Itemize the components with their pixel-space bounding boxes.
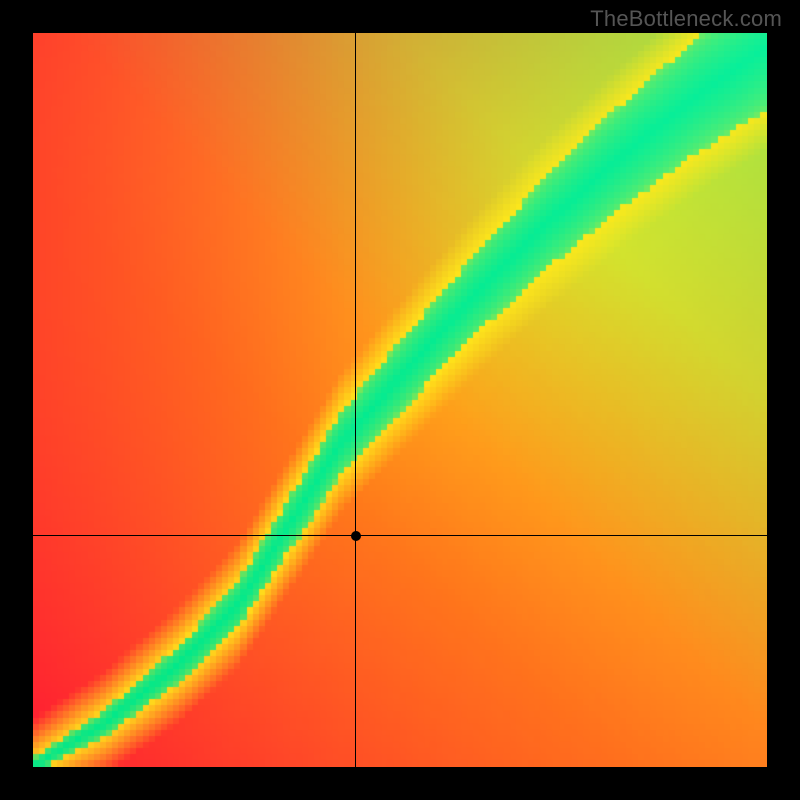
chart-container: TheBottleneck.com [0, 0, 800, 800]
heatmap-canvas [33, 33, 767, 767]
crosshair-horizontal [33, 535, 767, 536]
plot-area [33, 33, 767, 767]
crosshair-vertical [355, 33, 356, 767]
crosshair-marker [351, 531, 361, 541]
watermark-text: TheBottleneck.com [590, 6, 782, 32]
